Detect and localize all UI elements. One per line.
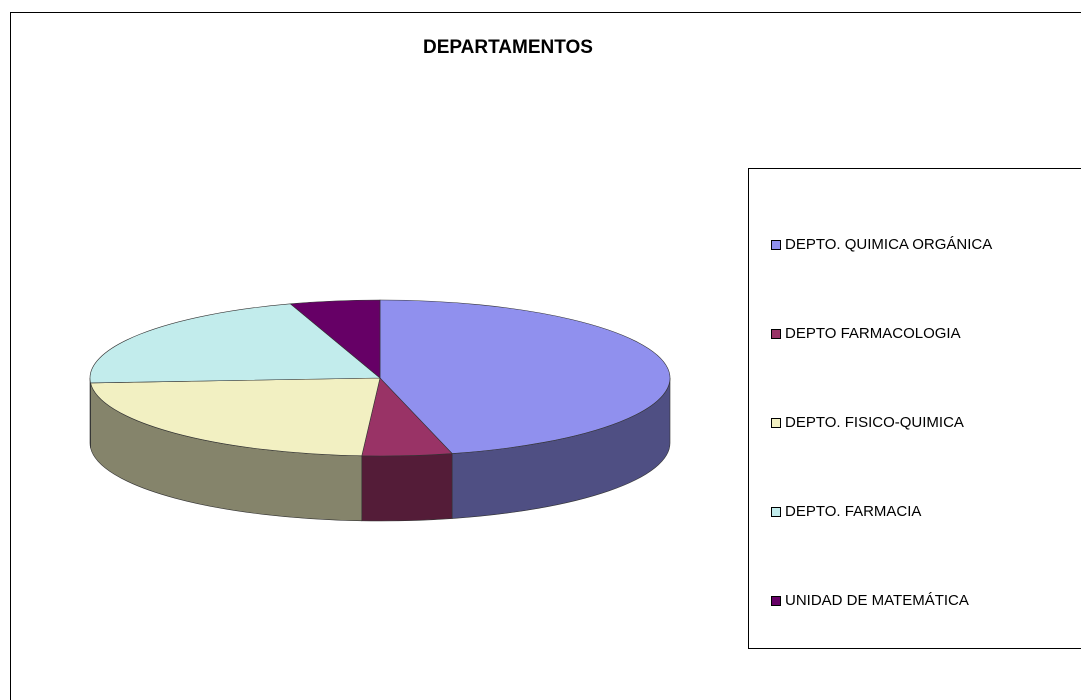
legend-swatch <box>771 418 781 428</box>
legend-label: DEPTO. FARMACIA <box>785 503 921 520</box>
legend-swatch <box>771 596 781 606</box>
pie-slice <box>89 303 381 384</box>
pie-slice <box>90 377 381 457</box>
pie-side <box>89 377 91 448</box>
legend-swatch <box>771 507 781 517</box>
chart-title: DEPARTAMENTOS <box>423 37 593 58</box>
legend-swatch <box>771 329 781 339</box>
legend-label: DEPTO FARMACOLOGIA <box>785 325 961 342</box>
legend-swatch <box>771 240 781 250</box>
legend-label: DEPTO. FISICO-QUIMICA <box>785 414 964 431</box>
pie-slice <box>379 299 671 454</box>
legend-label: DEPTO. QUIMICA ORGÁNICA <box>785 236 992 253</box>
legend-label: UNIDAD DE MATEMÁTICA <box>785 592 969 609</box>
pie-side <box>361 453 453 522</box>
pie-slice <box>289 299 381 379</box>
legend-box <box>748 168 1081 649</box>
